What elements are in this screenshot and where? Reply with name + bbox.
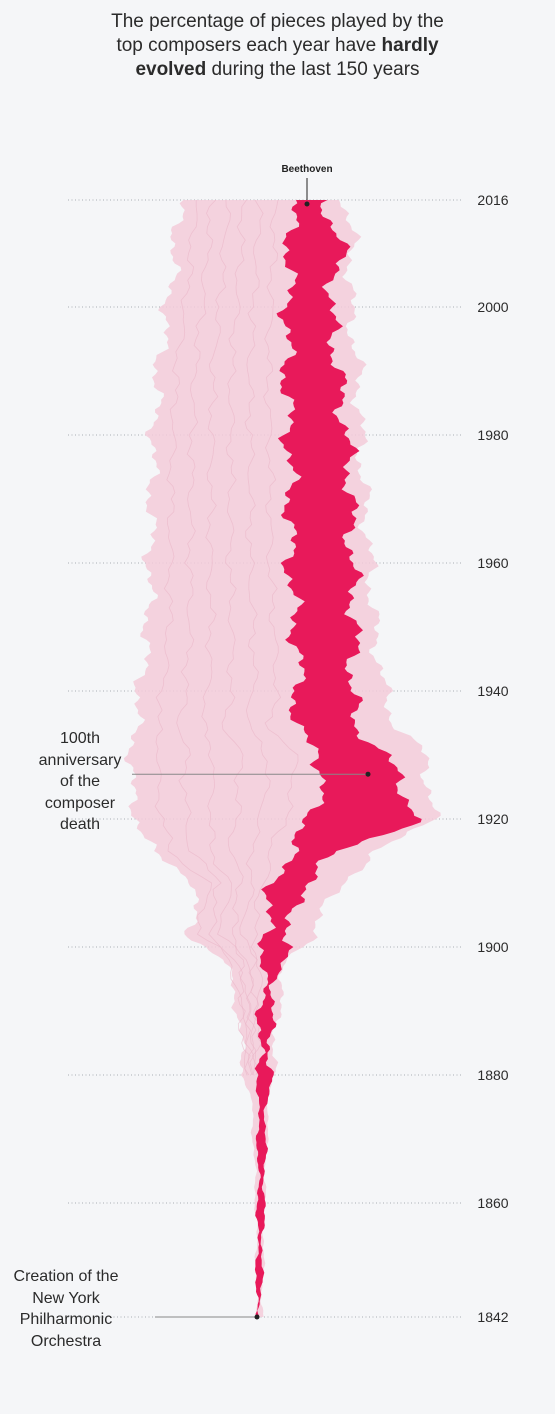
annotation-line: Creation of the	[13, 1268, 119, 1285]
beethoven-area	[254, 200, 422, 1317]
title-line-1: The percentage of pieces played by the	[111, 11, 444, 32]
title-emphasis-hardly: hardly	[381, 35, 439, 56]
annotation-line: Philharmonic	[19, 1311, 113, 1328]
nyphil-dot	[254, 1314, 260, 1320]
layer-line	[154, 200, 251, 1076]
tick-label-1842: 1842	[477, 1309, 508, 1325]
title-line-2-text: top composers each year have	[116, 35, 377, 56]
tick-label-1940: 1940	[477, 683, 508, 699]
title-line-3-text: during the last 150 years	[211, 59, 420, 80]
layer-line	[239, 199, 271, 1076]
tick-label-1960: 1960	[477, 555, 508, 571]
layer-line	[221, 199, 257, 1076]
title-emphasis-evolved: evolved	[135, 59, 207, 80]
other-composers-lines	[154, 199, 299, 1076]
annotation-line: New York	[32, 1289, 100, 1307]
annotation-line: death	[59, 816, 101, 833]
tick-label-1920: 1920	[477, 811, 508, 827]
annotation-line: composer	[44, 794, 116, 812]
other-composers-area	[123, 200, 441, 1317]
annotation-composer-death: 100th anniversary of the composer death	[30, 728, 130, 836]
tick-label-1900: 1900	[477, 939, 508, 955]
beethoven-label: Beethoven	[281, 164, 332, 175]
layer-line	[201, 199, 255, 1076]
tick-label-1880: 1880	[477, 1067, 508, 1083]
annotation-leaders	[132, 178, 371, 1320]
year-tick-labels: 2016 2000 1980 1960 1940 1920 1900 1880 1860 1842	[477, 192, 508, 1325]
composer-death-dot	[365, 771, 371, 777]
layer-line	[176, 199, 251, 1076]
annotation-line: Orchestra	[30, 1332, 102, 1350]
annotation-line: 100th	[59, 730, 101, 747]
annotation-line: anniversary	[38, 751, 122, 769]
layer-line	[250, 199, 299, 1076]
chart-title: The percentage of pieces played by the t…	[0, 10, 555, 82]
annotation-nyphil-creation: Creation of the New York Philharmonic Or…	[0, 1266, 132, 1352]
tick-label-1860: 1860	[477, 1195, 508, 1211]
tick-label-2016: 2016	[477, 192, 508, 208]
tick-label-1980: 1980	[477, 427, 508, 443]
annotation-line: of the	[59, 773, 101, 790]
title-line-2: top composers each year have hardly	[0, 34, 555, 58]
beethoven-dot	[304, 201, 310, 207]
title-line-3: evolved during the last 150 years	[0, 58, 555, 82]
tick-label-2000: 2000	[477, 299, 508, 315]
